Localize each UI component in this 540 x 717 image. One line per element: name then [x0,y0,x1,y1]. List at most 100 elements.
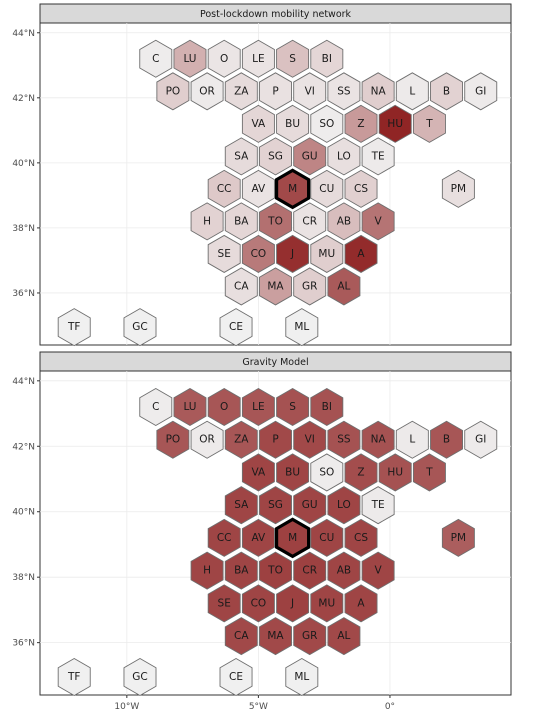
hex-shape [219,308,253,347]
facet-title: Gravity Model [242,357,308,368]
hex-cell-le: LE [241,39,275,78]
hex-cell-ma: MA [259,617,292,656]
hex-shape [241,104,275,143]
hex-shape [241,169,275,208]
hex-label: TO [267,215,283,227]
hex-label: CC [217,183,232,195]
hex-cell-cu: CU [310,169,344,208]
hex-label: GI [475,434,486,446]
y-tick-label: 40°N [12,508,35,518]
hex-label: TE [371,499,385,511]
hex-shape [207,39,241,78]
y-tick-label: 38°N [12,224,35,234]
hex-cell-ab: AB [327,551,361,590]
hex-cell-gu: GU [293,137,327,176]
hex-cell-ba: BA [224,551,258,590]
hex-shape [259,267,292,306]
hex-cell-va: VA [241,453,275,492]
hex-label: GR [302,630,317,642]
hex-shape [123,308,157,347]
x-tick-label: 5°W [249,702,268,712]
hex-cell-gc: GC [123,308,157,347]
hex-shape [207,584,241,623]
hex-shape [310,169,344,208]
hex-cell-gc: GC [123,657,157,697]
hex-label: LO [337,150,351,162]
hex-cell-ab: AB [327,202,361,241]
hex-label: A [357,597,365,609]
hex-cell-s: S [276,387,310,427]
hex-shape [285,657,319,697]
hex-cell-c: C [139,387,173,427]
hex-cell-tf: TF [57,308,91,347]
hex-shape [361,202,395,241]
y-tick-label: 36°N [12,639,35,649]
y-axis: 36°N 38°N 40°N 42°N 44°N [12,377,40,649]
hex-cell-al: AL [327,267,361,306]
hex-cell-ma: MA [259,267,292,306]
hex-label: NA [371,434,387,446]
hex-shape [224,486,258,525]
hex-label: MU [318,248,335,260]
hex-label: C [152,401,159,413]
hex-label: SG [268,150,283,162]
hex-cell-bi: BI [310,39,344,78]
hex-cell-so: SO [310,453,344,492]
hex-label: AB [337,215,351,227]
hex-cell-gi: GI [464,72,498,111]
hex-cell-lo: LO [327,137,361,176]
hex-cell-cc: CC [207,518,241,557]
hex-shape [219,657,253,697]
hex-shape [327,202,361,241]
hex-shape [361,551,395,590]
hex-shape [293,267,327,306]
hex-shape [241,387,275,427]
hex-label: CO [251,248,267,260]
hex-label: LU [183,53,196,65]
hex-cell-gu: GU [293,486,327,525]
hex-cell-ss: SS [327,72,361,111]
hex-cell-c: C [139,39,173,78]
hex-label: CO [251,597,267,609]
hex-label: SO [319,466,334,478]
hex-shape [139,39,173,78]
hex-label: SS [337,85,351,97]
y-axis: 36°N 38°N 40°N 42°N 44°N [12,29,40,299]
hex-shape [259,486,292,525]
hex-label: ML [294,321,309,333]
hex-cell-cu: CU [310,518,344,557]
hex-label: H [203,565,211,577]
hex-label: TO [267,565,283,577]
hex-shape [224,617,258,656]
hex-shape [224,267,258,306]
hex-label: SS [337,434,351,446]
hex-label: ZA [234,85,249,97]
hex-shape [190,420,224,459]
hex-shape [293,202,327,241]
hex-cell-mu: MU [310,234,344,273]
hex-shape [207,387,241,427]
hex-label: GC [132,671,147,683]
hex-shape [310,104,344,143]
hex-shape [276,104,310,143]
hex-label: LO [337,499,351,511]
hex-label: BI [322,401,332,413]
hex-label: T [425,466,433,478]
hex-label: LU [183,401,196,413]
hex-shape [123,657,157,697]
hex-shape [276,234,310,273]
hex-label: L [409,434,415,446]
hex-cell-j: J [276,234,310,273]
hex-label: VA [252,466,267,478]
hex-shape [276,39,310,78]
hex-label: SE [218,597,231,609]
hex-cell-l: L [395,72,429,111]
hex-label: VI [305,85,315,97]
y-tick-label: 44°N [12,377,35,387]
hex-cell-bi: BI [310,387,344,427]
hex-label: CE [229,671,243,683]
hex-shape [259,617,292,656]
hex-shape [173,387,207,427]
hex-label: CE [229,321,243,333]
